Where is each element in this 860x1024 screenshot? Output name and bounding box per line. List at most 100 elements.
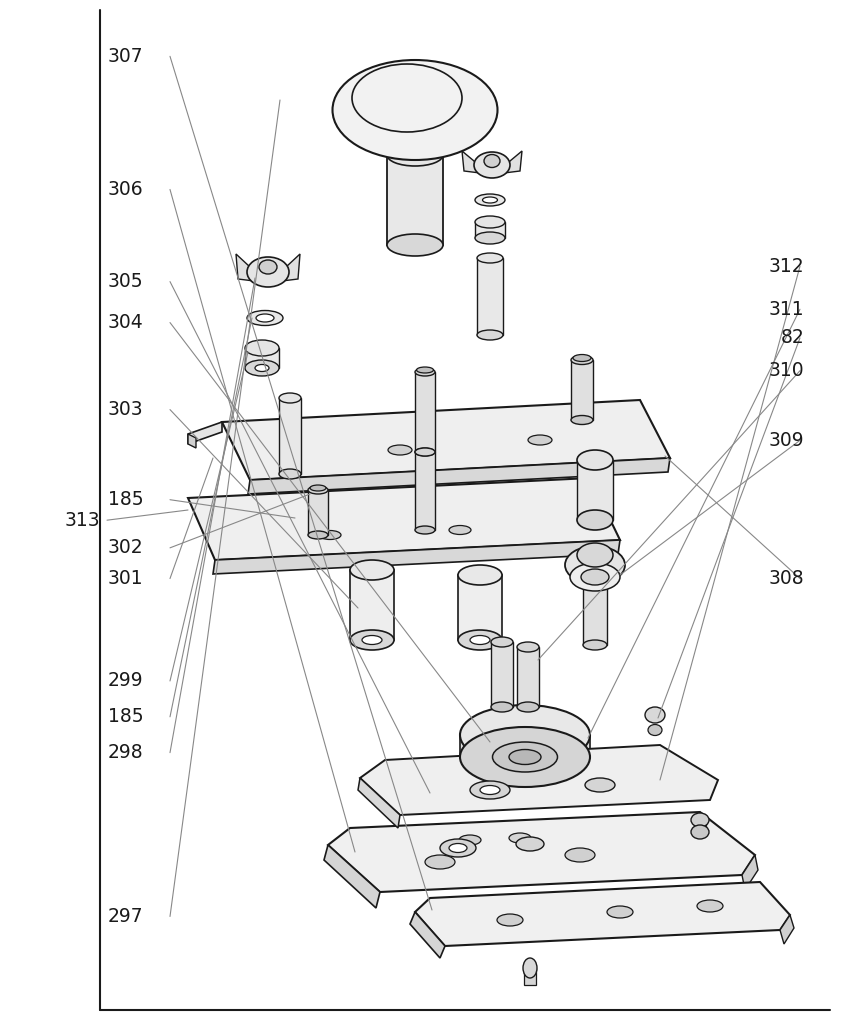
Ellipse shape — [279, 469, 301, 479]
Text: 297: 297 — [108, 907, 143, 926]
Polygon shape — [415, 372, 435, 452]
Ellipse shape — [577, 450, 613, 470]
Ellipse shape — [484, 155, 500, 168]
Polygon shape — [282, 254, 300, 281]
Ellipse shape — [475, 216, 505, 228]
Polygon shape — [415, 452, 435, 530]
Polygon shape — [213, 540, 620, 574]
Ellipse shape — [583, 640, 607, 650]
Ellipse shape — [425, 855, 455, 869]
Polygon shape — [328, 812, 755, 892]
Polygon shape — [358, 778, 400, 828]
Polygon shape — [324, 845, 380, 908]
Text: 298: 298 — [108, 743, 143, 762]
Text: 302: 302 — [108, 539, 143, 557]
Polygon shape — [360, 745, 718, 815]
Polygon shape — [410, 912, 445, 958]
Polygon shape — [387, 155, 443, 245]
Polygon shape — [279, 398, 301, 474]
Polygon shape — [460, 735, 590, 757]
Polygon shape — [475, 222, 505, 238]
Ellipse shape — [491, 637, 513, 647]
Polygon shape — [694, 820, 706, 831]
Ellipse shape — [279, 393, 301, 403]
Ellipse shape — [256, 314, 274, 322]
Ellipse shape — [449, 525, 471, 535]
Polygon shape — [188, 434, 196, 449]
Polygon shape — [415, 882, 790, 946]
Ellipse shape — [517, 642, 539, 652]
Ellipse shape — [350, 560, 394, 580]
Ellipse shape — [259, 260, 277, 274]
Text: 303: 303 — [108, 400, 143, 419]
Ellipse shape — [477, 330, 503, 340]
Ellipse shape — [362, 636, 382, 644]
Text: 313: 313 — [64, 511, 100, 529]
Ellipse shape — [648, 725, 662, 735]
Ellipse shape — [577, 543, 613, 567]
Ellipse shape — [333, 60, 497, 160]
Polygon shape — [477, 258, 503, 335]
Polygon shape — [577, 460, 613, 520]
Ellipse shape — [509, 833, 531, 843]
Polygon shape — [742, 855, 758, 890]
Ellipse shape — [387, 144, 443, 166]
Ellipse shape — [516, 837, 544, 851]
Ellipse shape — [460, 705, 590, 765]
Ellipse shape — [528, 435, 552, 445]
Ellipse shape — [458, 630, 502, 650]
Text: 308: 308 — [769, 569, 804, 588]
Ellipse shape — [607, 906, 633, 918]
Ellipse shape — [308, 486, 328, 494]
Ellipse shape — [475, 194, 505, 206]
Text: 301: 301 — [108, 569, 143, 588]
Ellipse shape — [415, 526, 435, 534]
Ellipse shape — [308, 531, 328, 539]
Ellipse shape — [387, 234, 443, 256]
Ellipse shape — [449, 844, 467, 853]
Polygon shape — [504, 151, 522, 173]
Ellipse shape — [571, 416, 593, 425]
Text: 311: 311 — [769, 300, 804, 318]
Ellipse shape — [245, 340, 279, 356]
Ellipse shape — [247, 310, 283, 326]
Ellipse shape — [509, 750, 541, 765]
Polygon shape — [583, 583, 607, 645]
Ellipse shape — [415, 449, 435, 456]
Ellipse shape — [585, 778, 615, 792]
Ellipse shape — [577, 510, 613, 530]
Ellipse shape — [416, 367, 433, 373]
Ellipse shape — [310, 485, 326, 490]
Ellipse shape — [415, 368, 435, 376]
Ellipse shape — [497, 914, 523, 926]
Ellipse shape — [565, 848, 595, 862]
Ellipse shape — [245, 360, 279, 376]
Ellipse shape — [319, 530, 341, 540]
Ellipse shape — [415, 449, 435, 456]
Text: 185: 185 — [108, 708, 143, 726]
Ellipse shape — [493, 742, 557, 772]
Polygon shape — [571, 360, 593, 420]
Polygon shape — [350, 570, 394, 640]
Ellipse shape — [477, 253, 503, 263]
Text: 309: 309 — [769, 431, 804, 450]
Ellipse shape — [458, 565, 502, 585]
Text: 299: 299 — [108, 672, 143, 690]
Ellipse shape — [255, 365, 269, 372]
Ellipse shape — [691, 813, 709, 827]
Ellipse shape — [440, 839, 476, 857]
Ellipse shape — [247, 257, 289, 287]
Ellipse shape — [581, 569, 609, 585]
Ellipse shape — [517, 702, 539, 712]
Ellipse shape — [470, 636, 490, 644]
Polygon shape — [517, 647, 539, 707]
Ellipse shape — [480, 785, 500, 795]
Polygon shape — [188, 422, 222, 444]
Ellipse shape — [482, 197, 497, 203]
Polygon shape — [248, 458, 670, 494]
Text: 307: 307 — [108, 47, 143, 66]
Ellipse shape — [691, 825, 709, 839]
Polygon shape — [188, 478, 620, 560]
Polygon shape — [245, 348, 279, 368]
Ellipse shape — [470, 781, 510, 799]
